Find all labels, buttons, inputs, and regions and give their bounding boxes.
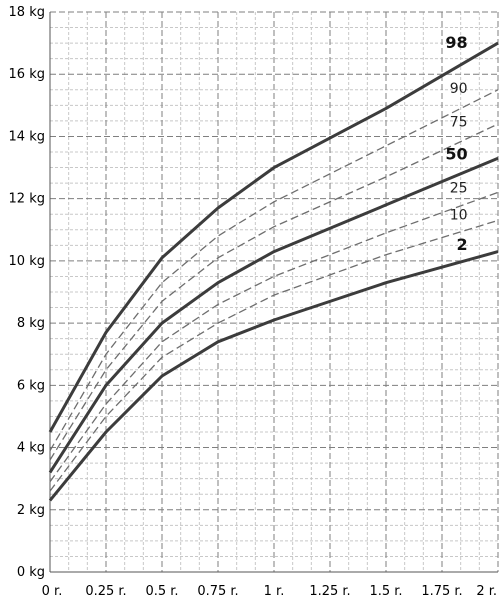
series-line-p98 bbox=[48, 41, 499, 433]
x-tick-label: 1.5 r. bbox=[369, 584, 402, 599]
series-line-p90 bbox=[49, 89, 499, 452]
x-tick-label: 1.75 r. bbox=[421, 584, 462, 599]
series-label-p10: 10 bbox=[450, 207, 468, 223]
series-label-p75: 75 bbox=[450, 115, 468, 131]
x-tick-label: 0 r. bbox=[42, 584, 63, 599]
y-axis-tick-labels: 0 kg 2 kg 4 kg 6 kg 8 kg 10 kg 12 kg 14 kg 16 kg… bbox=[9, 5, 45, 580]
y-tick-label: 12 kg bbox=[9, 192, 45, 207]
series-label-p25: 25 bbox=[450, 181, 468, 197]
x-tick-label: 0.75 r. bbox=[197, 584, 238, 599]
percentile-lines bbox=[48, 41, 499, 502]
series-label-p2: 2 bbox=[456, 235, 467, 254]
series-label-p50: 50 bbox=[445, 145, 467, 164]
percentile-labels: 98 90 75 50 25 10 2 bbox=[445, 33, 467, 254]
series-label-p90: 90 bbox=[450, 81, 468, 97]
x-tick-label: 1 r. bbox=[264, 584, 285, 599]
y-tick-label: 0 kg bbox=[17, 565, 45, 580]
major-grid bbox=[49, 11, 499, 573]
minor-grid bbox=[50, 12, 498, 572]
series-line-p25 bbox=[49, 191, 499, 483]
series-label-p98: 98 bbox=[445, 33, 467, 52]
series-line-p50 bbox=[48, 156, 499, 474]
y-tick-label: 16 kg bbox=[9, 67, 45, 82]
series-line-p10 bbox=[49, 219, 499, 492]
x-tick-label: 0.5 r. bbox=[145, 584, 178, 599]
x-tick-label: 1.25 r. bbox=[309, 584, 350, 599]
y-tick-label: 10 kg bbox=[9, 254, 45, 269]
y-tick-label: 2 kg bbox=[17, 503, 45, 518]
y-tick-label: 14 kg bbox=[9, 129, 45, 144]
x-tick-label: 2 r. bbox=[476, 584, 497, 599]
x-tick-label: 0.25 r. bbox=[85, 584, 126, 599]
y-tick-label: 8 kg bbox=[17, 316, 45, 331]
y-tick-label: 6 kg bbox=[17, 378, 45, 393]
series-line-p75 bbox=[49, 123, 499, 461]
x-axis-tick-labels: 0 r. 0.25 r. 0.5 r. 0.75 r. 1 r. 1.25 r. 1.5 r… bbox=[42, 584, 497, 599]
y-tick-label: 4 kg bbox=[17, 441, 45, 456]
series-line-p2 bbox=[48, 250, 499, 502]
y-tick-label: 18 kg bbox=[9, 5, 45, 20]
